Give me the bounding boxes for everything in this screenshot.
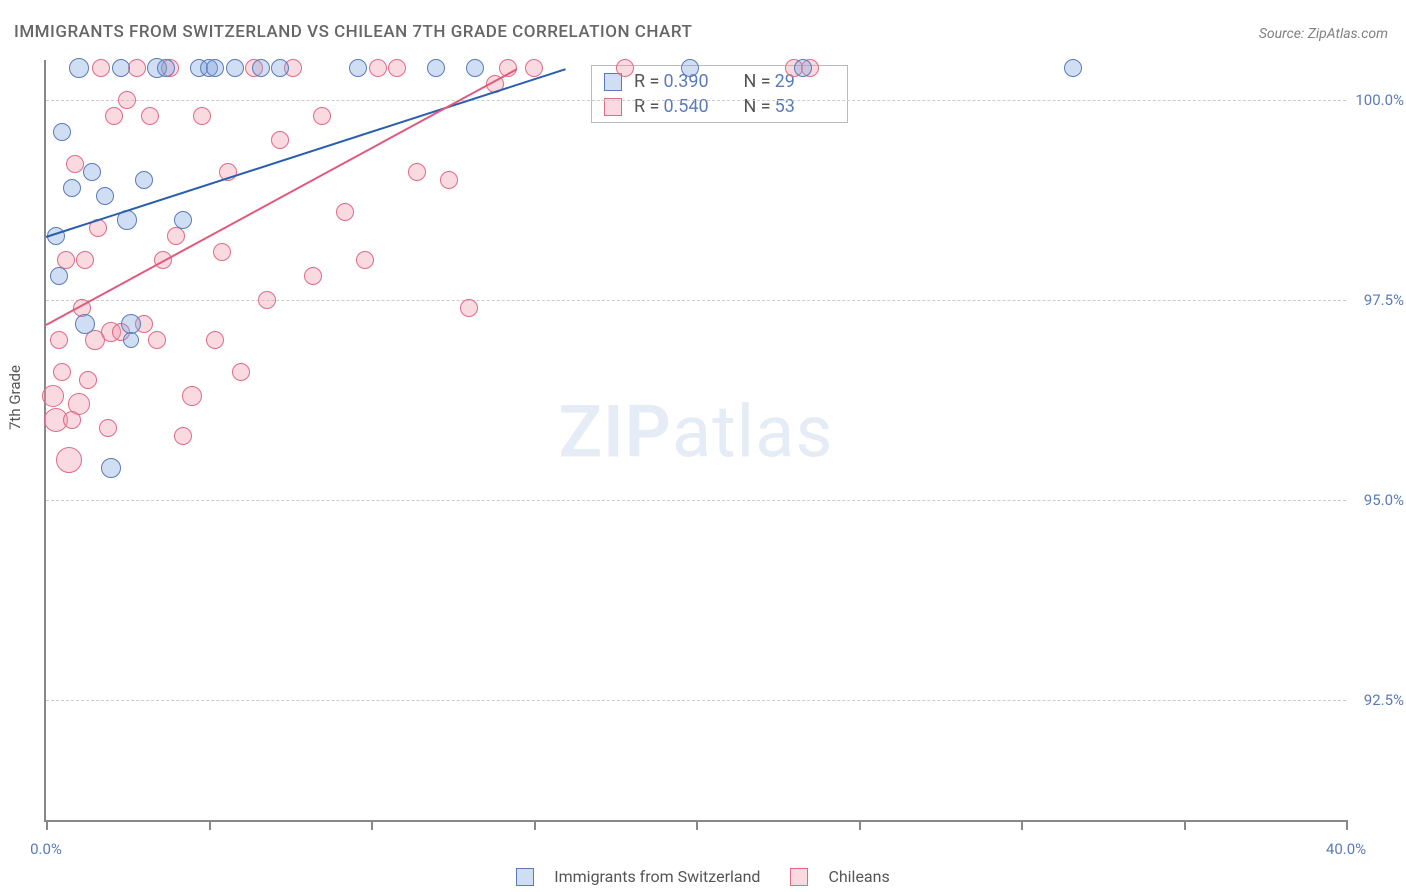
data-point (135, 171, 153, 189)
data-point (226, 59, 244, 77)
x-tick (209, 820, 211, 830)
data-point (349, 59, 367, 77)
gridline-h (46, 700, 1346, 701)
source-attribution: Source: ZipAtlas.com (1259, 26, 1388, 42)
data-point (69, 58, 89, 78)
data-point (271, 59, 289, 77)
data-point (313, 107, 331, 125)
x-tick (534, 820, 536, 830)
data-point (50, 267, 68, 285)
data-point (148, 331, 166, 349)
data-point (525, 59, 543, 77)
x-tick (696, 820, 698, 830)
data-point (75, 314, 95, 334)
gridline-h (46, 300, 1346, 301)
data-point (193, 107, 211, 125)
x-tick (371, 820, 373, 830)
x-tick (1346, 820, 1348, 830)
stat-label-r: R = (634, 71, 659, 92)
legend-label-0: Immigrants from Switzerland (554, 867, 760, 886)
data-point (68, 393, 90, 415)
source-name: ZipAtlas.com (1308, 26, 1388, 42)
legend-item-1: Chileans (790, 867, 889, 886)
data-point (83, 163, 101, 181)
legend-swatch-blue (516, 868, 534, 886)
data-point (427, 59, 445, 77)
stats-row-series-1: R = 0.540 N = 53 (592, 94, 847, 119)
data-point (53, 123, 71, 141)
data-point (63, 179, 81, 197)
data-point (681, 59, 699, 77)
data-point (408, 163, 426, 181)
watermark-light: atlas (672, 390, 834, 475)
legend-label-1: Chileans (828, 867, 889, 886)
data-point (206, 59, 224, 77)
data-point (167, 227, 185, 245)
x-tick-label: 0.0% (30, 840, 62, 858)
data-point (182, 386, 202, 406)
data-point (79, 371, 97, 389)
data-point (252, 59, 270, 77)
data-point (466, 59, 484, 77)
data-point (258, 291, 276, 309)
data-point (76, 251, 94, 269)
x-tick-label: 40.0% (1326, 840, 1366, 858)
data-point (369, 59, 387, 77)
gridline-h (46, 100, 1346, 101)
x-tick (1184, 820, 1186, 830)
data-point (121, 314, 141, 334)
x-tick (1021, 820, 1023, 830)
stat-label-n: N = (743, 71, 770, 92)
y-tick-label: 97.5% (1364, 291, 1404, 309)
data-point (53, 363, 71, 381)
data-point (99, 419, 117, 437)
data-point (206, 331, 224, 349)
data-point (794, 59, 812, 77)
data-point (112, 59, 130, 77)
gridline-h (46, 500, 1346, 501)
x-tick (859, 820, 861, 830)
data-point (232, 363, 250, 381)
data-point (96, 187, 114, 205)
data-point (388, 59, 406, 77)
data-point (440, 171, 458, 189)
x-tick (46, 820, 48, 830)
data-point (616, 59, 634, 77)
data-point (460, 299, 478, 317)
data-point (356, 251, 374, 269)
y-tick-label: 100.0% (1355, 91, 1404, 109)
legend-swatch-pink (790, 868, 808, 886)
data-point (92, 59, 110, 77)
data-point (336, 203, 354, 221)
data-point (56, 447, 82, 473)
data-point (304, 267, 322, 285)
legend-item-0: Immigrants from Switzerland (516, 867, 760, 886)
legend: Immigrants from Switzerland Chileans (0, 867, 1406, 886)
data-point (123, 332, 139, 348)
data-point (141, 107, 159, 125)
data-point (271, 131, 289, 149)
chart-title: IMMIGRANTS FROM SWITZERLAND VS CHILEAN 7… (14, 22, 692, 42)
data-point (105, 107, 123, 125)
plot-area: ZIPatlas R = 0.390 N = 29 R = 0.540 N = … (44, 60, 1346, 822)
data-point (50, 331, 68, 349)
source-prefix: Source: (1259, 26, 1308, 42)
watermark-bold: ZIP (558, 390, 671, 475)
data-point (42, 385, 64, 407)
y-tick-label: 92.5% (1364, 691, 1404, 709)
data-point (157, 59, 175, 77)
data-point (118, 91, 136, 109)
data-point (128, 59, 146, 77)
data-point (213, 243, 231, 261)
y-tick-label: 95.0% (1364, 491, 1404, 509)
data-point (174, 211, 192, 229)
y-axis-label: 7th Grade (6, 365, 24, 430)
data-point (101, 458, 121, 478)
data-point (1064, 59, 1082, 77)
data-point (174, 427, 192, 445)
watermark: ZIPatlas (558, 390, 833, 475)
